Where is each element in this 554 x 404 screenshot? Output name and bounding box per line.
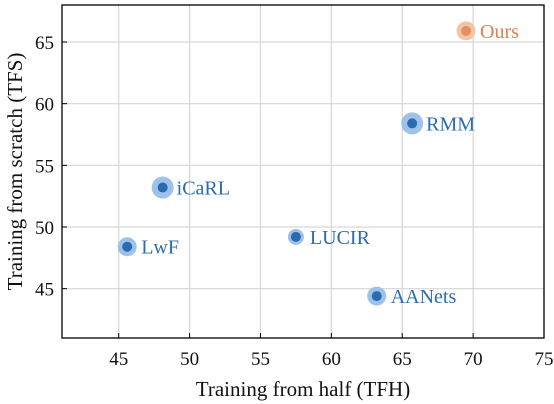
x-tick-label: 55 — [251, 349, 270, 370]
point-ours — [461, 25, 472, 36]
point-label-lwf: LwF — [141, 237, 179, 259]
y-tick-label: 60 — [35, 95, 54, 116]
point-aanets — [371, 291, 382, 302]
x-tick-label: 50 — [180, 349, 199, 370]
axis-ticks: 45 50 55 60 65 70 75 45 50 55 60 65 — [35, 33, 554, 370]
point-rmm — [407, 118, 418, 129]
point-label-rmm: RMM — [426, 113, 475, 135]
point-lucir — [290, 231, 301, 242]
point-labels: Ours RMM iCaRL LUCIR LwF AANets — [141, 21, 519, 308]
y-tick-label: 50 — [35, 218, 54, 239]
point-label-icarl: iCaRL — [177, 178, 230, 200]
grid — [62, 5, 545, 338]
y-axis-title: Training from scratch (TFS) — [3, 53, 27, 291]
point-label-lucir: LUCIR — [310, 227, 371, 249]
x-tick-label: 70 — [464, 349, 483, 370]
y-tick-label: 55 — [35, 156, 54, 177]
points — [117, 21, 476, 306]
x-tick-label: 65 — [393, 349, 412, 370]
plot-frame — [61, 4, 545, 339]
x-axis-title: Training from half (TFH) — [196, 377, 410, 401]
x-tick-label: 45 — [109, 349, 128, 370]
y-tick-label: 65 — [35, 33, 54, 54]
x-tick-label: 60 — [322, 349, 341, 370]
point-icarl — [157, 182, 168, 193]
point-lwf — [122, 241, 133, 252]
point-label-ours: Ours — [480, 21, 519, 43]
point-label-aanets: AANets — [391, 286, 457, 308]
x-tick-label: 75 — [535, 349, 554, 370]
y-tick-label: 45 — [35, 280, 54, 301]
